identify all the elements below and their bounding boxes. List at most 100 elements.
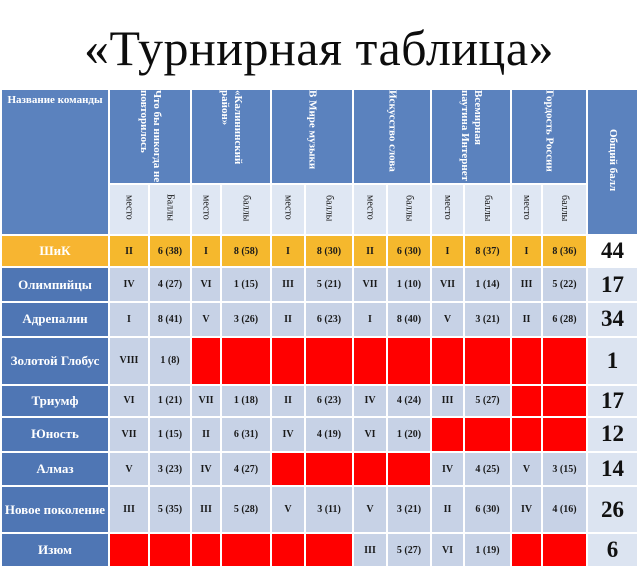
- team-name: Золотой Глобус: [2, 337, 108, 384]
- tournament-table: Название команды Что бы никогда не повто…: [0, 88, 638, 568]
- points-label: баллы: [403, 194, 415, 221]
- total-label: Общий балл: [607, 129, 619, 192]
- place-cell: III: [512, 268, 541, 302]
- place-cell: I: [512, 235, 541, 267]
- category-label: Всемирная паутина Интернет: [459, 90, 484, 182]
- empty-result-cell: [465, 337, 510, 384]
- points-cell: 8 (41): [150, 303, 190, 336]
- points-label: баллы: [482, 194, 493, 221]
- points-subheader: баллы: [465, 184, 510, 234]
- points-cell: 6 (38): [150, 235, 190, 267]
- table-row: Олимпийцы IV 4 (27) VI 1 (15) III 5 (21) VII 1 (…: [2, 268, 637, 302]
- points-subheader: баллы: [222, 184, 270, 234]
- place-cell: V: [192, 303, 220, 336]
- category-header: Гордость России: [512, 90, 586, 183]
- points-cell: 5 (27): [388, 534, 430, 566]
- table-row: Изюм III 5 (27) VI 1 (19) 6: [2, 534, 637, 566]
- category-label: Искусство слова: [386, 90, 399, 172]
- points-cell: 4 (16): [543, 487, 586, 533]
- points-cell: 3 (26): [222, 303, 270, 336]
- points-cell: 5 (22): [543, 268, 586, 302]
- points-cell: 6 (28): [543, 303, 586, 336]
- place-cell: V: [110, 452, 148, 486]
- team-name: Триумф: [2, 385, 108, 417]
- empty-result-cell: [512, 337, 541, 384]
- empty-result-cell: [543, 418, 586, 451]
- category-header: В Мире музыки: [272, 90, 352, 183]
- points-cell: 1 (18): [222, 385, 270, 417]
- place-cell: V: [354, 487, 386, 533]
- team-name: ШиК: [2, 235, 108, 267]
- place-cell: III: [192, 487, 220, 533]
- team-name: Олимпийцы: [2, 268, 108, 302]
- empty-result-cell: [272, 337, 304, 384]
- place-subheader: место: [512, 184, 541, 234]
- place-cell: I: [192, 235, 220, 267]
- total-score: 44: [588, 235, 637, 267]
- place-cell: VII: [192, 385, 220, 417]
- total-score: 6: [588, 534, 637, 566]
- points-cell: 4 (27): [222, 452, 270, 486]
- points-cell: 1 (21): [150, 385, 190, 417]
- category-header: Всемирная паутина Интернет: [432, 90, 510, 183]
- empty-result-cell: [272, 452, 304, 486]
- place-cell: IV: [354, 385, 386, 417]
- points-cell: 4 (27): [150, 268, 190, 302]
- points-cell: 1 (20): [388, 418, 430, 451]
- category-label: В Мире музыки: [306, 90, 319, 170]
- points-cell: 8 (30): [306, 235, 352, 267]
- points-cell: 1 (19): [465, 534, 510, 566]
- place-cell: III: [110, 487, 148, 533]
- points-cell: 6 (31): [222, 418, 270, 451]
- place-cell: V: [272, 487, 304, 533]
- empty-result-cell: [543, 337, 586, 384]
- place-cell: VI: [110, 385, 148, 417]
- place-cell: VII: [432, 268, 463, 302]
- empty-result-cell: [306, 337, 352, 384]
- empty-result-cell: [192, 337, 220, 384]
- points-cell: 1 (14): [465, 268, 510, 302]
- place-cell: VI: [354, 418, 386, 451]
- place-cell: V: [512, 452, 541, 486]
- points-cell: 5 (35): [150, 487, 190, 533]
- empty-result-cell: [543, 534, 586, 566]
- points-subheader: баллы: [306, 184, 352, 234]
- empty-result-cell: [388, 452, 430, 486]
- empty-result-cell: [432, 418, 463, 451]
- points-cell: 8 (40): [388, 303, 430, 336]
- place-cell: VII: [354, 268, 386, 302]
- points-cell: 4 (24): [388, 385, 430, 417]
- place-subheader: место: [272, 184, 304, 234]
- empty-result-cell: [432, 337, 463, 384]
- place-cell: IV: [432, 452, 463, 486]
- points-cell: 3 (15): [543, 452, 586, 486]
- place-cell: VII: [110, 418, 148, 451]
- points-cell: 8 (36): [543, 235, 586, 267]
- empty-result-cell: [354, 452, 386, 486]
- total-column-header: Общий балл: [588, 90, 637, 234]
- points-cell: 5 (28): [222, 487, 270, 533]
- place-cell: V: [432, 303, 463, 336]
- place-cell: VIII: [110, 337, 148, 384]
- place-cell: II: [432, 487, 463, 533]
- place-label: место: [123, 195, 135, 221]
- place-cell: IV: [110, 268, 148, 302]
- points-cell: 3 (23): [150, 452, 190, 486]
- team-column-header: Название команды: [2, 90, 108, 234]
- points-cell: 3 (21): [388, 487, 430, 533]
- place-subheader: место: [432, 184, 463, 234]
- place-label: место: [200, 195, 212, 221]
- place-cell: II: [192, 418, 220, 451]
- total-score: 1: [588, 337, 637, 384]
- category-label: Что бы никогда не повторилось: [138, 90, 163, 183]
- team-name: Юность: [2, 418, 108, 451]
- place-cell: I: [110, 303, 148, 336]
- total-score: 12: [588, 418, 637, 451]
- points-subheader: Баллы: [150, 184, 190, 234]
- place-cell: IV: [272, 418, 304, 451]
- empty-result-cell: [150, 534, 190, 566]
- points-cell: 3 (21): [465, 303, 510, 336]
- total-score: 26: [588, 487, 637, 533]
- table-row: Триумф VI 1 (21) VII 1 (18) II 6 (23) IV 4 (24) I…: [2, 385, 637, 417]
- points-label: Баллы: [164, 194, 176, 222]
